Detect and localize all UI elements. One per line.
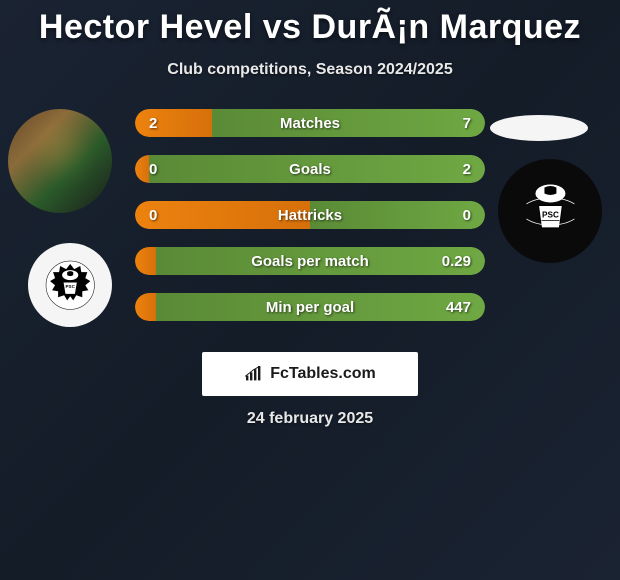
stats-container: 2 Matches 7 0 Goals 2 0 Hattricks 0 Goals per mat… bbox=[135, 109, 485, 339]
stat-fill-right bbox=[212, 109, 485, 137]
stat-label: Goals bbox=[289, 161, 331, 178]
stat-row: Goals per match 0.29 bbox=[135, 247, 485, 275]
stat-value-right: 0 bbox=[463, 207, 471, 224]
club-logo-right: PSC bbox=[498, 159, 602, 263]
portimonense-logo-icon: PSC bbox=[45, 260, 95, 310]
stat-row: Min per goal 447 bbox=[135, 293, 485, 321]
stat-value-right: 2 bbox=[463, 161, 471, 178]
stat-fill-left bbox=[135, 109, 212, 137]
stat-label: Goals per match bbox=[251, 253, 369, 270]
page-title: Hector Hevel vs DurÃ¡n Marquez bbox=[0, 0, 620, 47]
stat-value-right: 7 bbox=[463, 115, 471, 132]
watermark-badge: FcTables.com bbox=[202, 352, 418, 396]
page-subtitle: Club competitions, Season 2024/2025 bbox=[0, 61, 620, 79]
stat-value-right: 447 bbox=[446, 299, 471, 316]
stat-fill-left bbox=[135, 247, 156, 275]
svg-text:PSC: PSC bbox=[542, 210, 559, 219]
stat-label: Matches bbox=[280, 115, 340, 132]
watermark-text: FcTables.com bbox=[270, 365, 376, 383]
stat-row: 2 Matches 7 bbox=[135, 109, 485, 137]
stat-row: 0 Hattricks 0 bbox=[135, 201, 485, 229]
stat-value-left: 2 bbox=[149, 115, 157, 132]
player-left-avatar bbox=[8, 109, 112, 213]
svg-text:PSC: PSC bbox=[65, 284, 75, 289]
comparison-date: 24 february 2025 bbox=[247, 410, 373, 428]
stat-label: Hattricks bbox=[278, 207, 342, 224]
stat-fill-left bbox=[135, 155, 149, 183]
player-right-placeholder bbox=[490, 115, 588, 141]
bar-chart-icon bbox=[244, 366, 264, 382]
stat-value-left: 0 bbox=[149, 161, 157, 178]
club-logo-left: PSC bbox=[28, 243, 112, 327]
stat-fill-left bbox=[135, 293, 156, 321]
stat-label: Min per goal bbox=[266, 299, 354, 316]
stat-row: 0 Goals 2 bbox=[135, 155, 485, 183]
stat-value-left: 0 bbox=[149, 207, 157, 224]
stat-value-right: 0.29 bbox=[442, 253, 471, 270]
portimonense-logo-dark-icon: PSC bbox=[513, 174, 588, 249]
